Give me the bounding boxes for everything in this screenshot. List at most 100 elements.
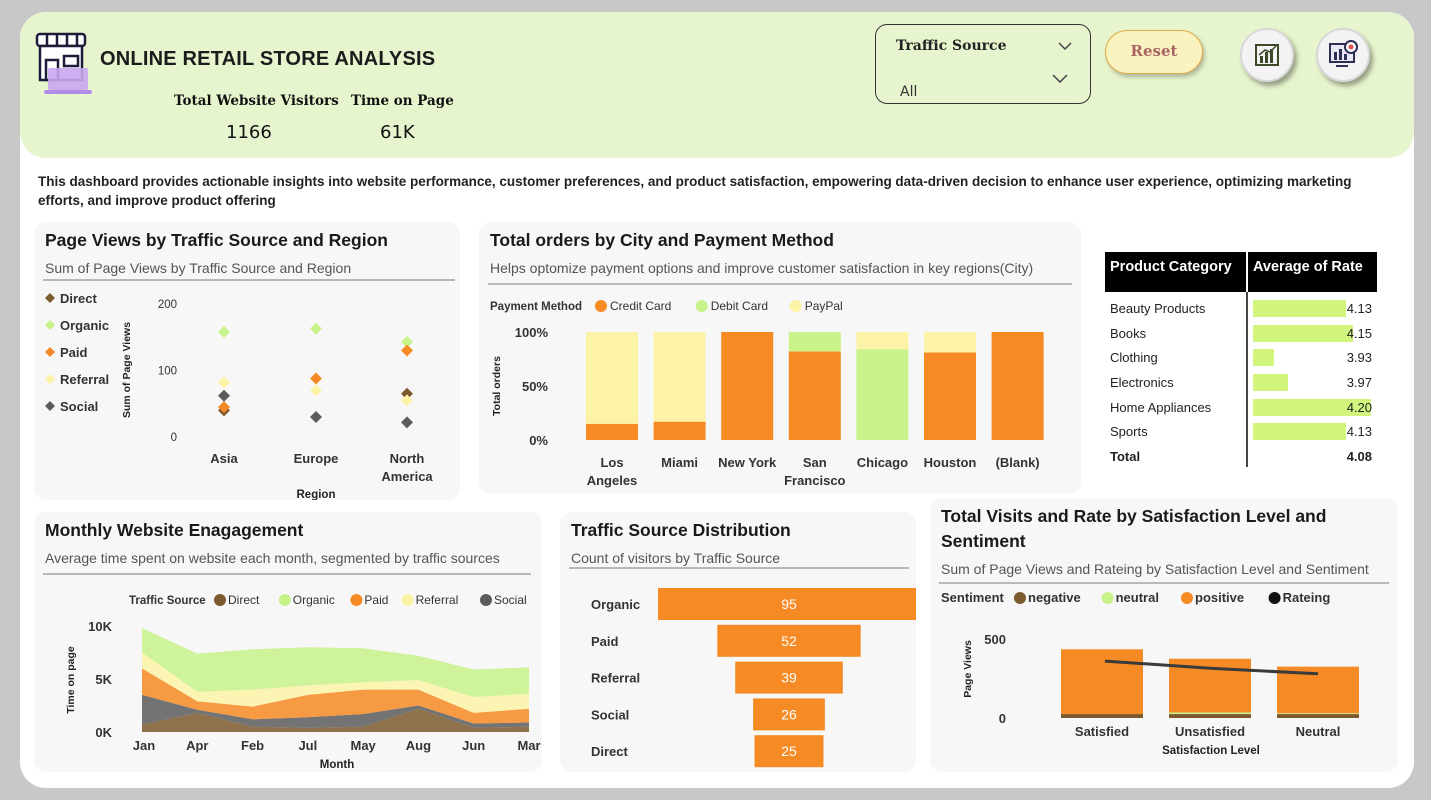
legend-marker	[480, 594, 492, 606]
traffic-source-filter[interactable]: Traffic Source All	[875, 24, 1091, 104]
x-tick-label: America	[381, 469, 433, 484]
satisfaction-card: Total Visits and Rate by Satisfaction Le…	[930, 498, 1398, 772]
x-tick-label: Europe	[294, 451, 339, 466]
y-tick-label: 50%	[522, 379, 548, 394]
scatter-point	[218, 401, 230, 414]
page-title: ONLINE RETAIL STORE ANALYSIS	[100, 48, 436, 70]
funnel-category-label: Referral	[591, 671, 640, 686]
table-header-rate: Average of Rate	[1253, 259, 1363, 275]
legend-label: Referral	[60, 372, 109, 387]
rating-line	[1104, 659, 1319, 676]
x-tick-label: Miami	[661, 455, 698, 470]
legend-label: Paid	[364, 593, 388, 607]
category-label: Clothing	[1110, 350, 1158, 366]
page-views-scatter: Direct Organic Paid Referral Social 200 100 0 Su…	[45, 291, 433, 500]
scatter-point	[218, 376, 230, 389]
scatter-point	[310, 384, 322, 397]
chevron-down-icon[interactable]	[1058, 41, 1072, 51]
legend-marker	[1181, 592, 1193, 604]
kpi-time-value: 61K	[380, 122, 415, 143]
legend-marker	[695, 300, 708, 312]
rate-bar	[1253, 324, 1353, 342]
reset-button[interactable]: Reset	[1105, 30, 1203, 74]
bar-segment	[991, 332, 1044, 440]
funnel-bar	[753, 698, 825, 731]
legend-title: Traffic Source	[129, 595, 206, 607]
x-tick-label: Francisco	[784, 473, 845, 488]
legend-label: Rateing	[1283, 590, 1331, 605]
scatter-point	[401, 416, 413, 429]
bar-segment	[1169, 714, 1251, 718]
bar-segment	[653, 332, 706, 422]
rate-value: 4.13	[1346, 424, 1372, 440]
table-row: Beauty Products 4.13	[1105, 297, 1377, 322]
y-tick-label: 0	[999, 711, 1006, 726]
category-label: Sports	[1110, 424, 1148, 440]
scatter-point	[218, 389, 230, 402]
legend-label: Referral	[416, 593, 459, 607]
rate-bar	[1253, 349, 1274, 367]
chart-title: Total orders by City and Payment Method	[490, 230, 834, 250]
area-band	[142, 668, 529, 724]
chart-title: Page Views by Traffic Source and Region	[45, 230, 388, 250]
legend-label: positive	[1195, 590, 1244, 605]
area-band	[142, 628, 529, 697]
y-tick-label: 0	[171, 432, 177, 444]
bar-segment	[1277, 713, 1359, 715]
category-label: Books	[1110, 325, 1147, 341]
bar-segment	[856, 349, 909, 440]
funnel-category-label: Organic	[591, 597, 640, 612]
orders-city-card: Total orders by City and Payment Method …	[479, 222, 1081, 494]
rate-value: 3.97	[1346, 375, 1372, 391]
bar-segment	[1169, 712, 1251, 715]
legend-marker	[45, 293, 55, 303]
total-label: Total	[1110, 449, 1141, 465]
bar-segment	[1061, 649, 1143, 715]
bar-segment	[924, 332, 976, 353]
orders-city-chart: Payment Method Credit Card Debit Card PayPa…	[490, 299, 1044, 488]
bar-chart-button[interactable]	[1240, 28, 1294, 82]
area-band	[142, 708, 529, 732]
legend-marker	[45, 320, 55, 330]
scatter-point	[401, 387, 413, 400]
x-tick-label: Apr	[186, 738, 208, 753]
legend-label: Social	[60, 399, 98, 414]
dropdown-chevron-icon[interactable]	[1052, 73, 1068, 83]
category-label: Electronics	[1110, 375, 1174, 391]
total-value: 4.08	[1346, 449, 1372, 465]
analytics-icon	[1329, 40, 1358, 67]
x-tick-label: Angeles	[587, 473, 638, 488]
legend-marker	[45, 347, 55, 357]
y-tick-label: 0K	[95, 725, 112, 740]
legend-marker	[45, 374, 55, 384]
x-axis-label: Satisfaction Level	[1162, 745, 1260, 757]
bar-segment	[1277, 714, 1359, 718]
y-tick-label: 100	[158, 366, 177, 378]
table-row: Home Appliances 4.20	[1105, 396, 1377, 421]
funnel-value-label: 52	[781, 633, 797, 649]
funnel-category-label: Direct	[591, 744, 629, 759]
chart-subtitle: Count of visitors by Traffic Source	[571, 550, 781, 566]
analytics-button[interactable]	[1316, 28, 1370, 82]
x-tick-label: North	[390, 451, 425, 466]
chart-title: Total Visits and Rate by Satisfaction Le…	[941, 506, 1327, 551]
chart-subtitle: Sum of Page Views by Traffic Source and …	[45, 260, 352, 276]
filter-value[interactable]: All	[900, 84, 918, 100]
scatter-point	[401, 344, 413, 357]
x-axis-label: Region	[297, 489, 336, 500]
x-tick-label: Unsatisfied	[1175, 724, 1245, 739]
x-tick-label: San	[803, 455, 827, 470]
scatter-point	[310, 411, 322, 424]
funnel-category-label: Social	[591, 707, 629, 722]
y-tick-label: 0%	[529, 433, 548, 448]
scatter-point	[218, 325, 230, 338]
category-label: Beauty Products	[1110, 301, 1206, 316]
x-tick-label: May	[350, 738, 376, 753]
rate-bar	[1253, 374, 1289, 392]
legend-marker	[1014, 592, 1026, 604]
filter-label: Traffic Source	[896, 38, 1007, 54]
y-tick-label: 200	[158, 299, 177, 311]
bar-segment	[788, 332, 841, 352]
legend-marker	[45, 401, 55, 411]
legend-marker	[1268, 592, 1281, 604]
